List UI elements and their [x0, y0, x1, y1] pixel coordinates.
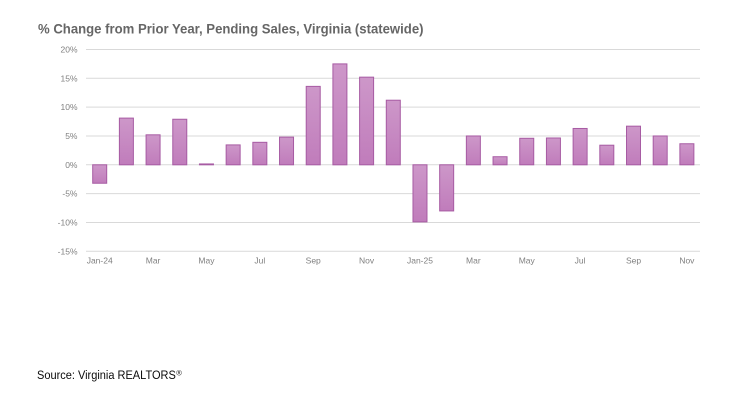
svg-text:10%: 10%: [60, 102, 77, 112]
svg-text:Mar: Mar: [466, 255, 481, 265]
svg-text:-10%: -10%: [58, 217, 78, 227]
svg-text:Jan-24: Jan-24: [87, 255, 113, 265]
svg-text:Source: Virginia REALTORS: Source: Virginia REALTORS: [37, 368, 176, 382]
svg-text:May: May: [198, 255, 215, 265]
svg-text:Sep: Sep: [306, 255, 321, 265]
svg-text:20%: 20%: [60, 44, 77, 54]
svg-text:Nov: Nov: [359, 255, 375, 265]
svg-text:5%: 5%: [65, 131, 78, 141]
svg-text:May: May: [519, 255, 536, 265]
svg-text:-15%: -15%: [58, 246, 78, 256]
svg-text:Nov: Nov: [679, 255, 695, 265]
svg-text:-5%: -5%: [62, 189, 78, 199]
svg-text:% Change from Prior Year, Pend: % Change from Prior Year, Pending Sales,…: [38, 22, 424, 37]
svg-text:Mar: Mar: [146, 255, 161, 265]
svg-text:Jan-25: Jan-25: [407, 255, 433, 265]
svg-text:15%: 15%: [60, 73, 77, 83]
svg-text:0%: 0%: [65, 160, 78, 170]
svg-text:Jul: Jul: [254, 255, 265, 265]
svg-text:®: ®: [176, 369, 182, 378]
svg-text:Sep: Sep: [626, 255, 641, 265]
svg-text:Jul: Jul: [575, 255, 586, 265]
